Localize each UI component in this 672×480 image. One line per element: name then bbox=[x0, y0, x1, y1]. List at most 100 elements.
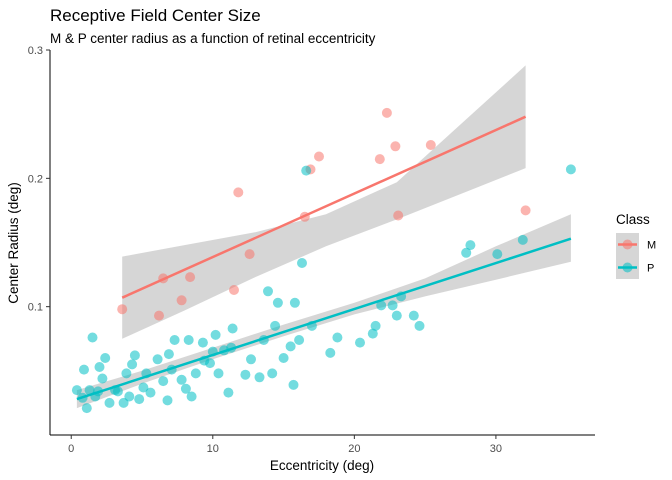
plot-area bbox=[71, 65, 576, 414]
point-p bbox=[297, 258, 307, 268]
x-tick-label: 0 bbox=[68, 443, 74, 455]
point-p bbox=[138, 382, 149, 393]
point-p bbox=[263, 286, 273, 297]
confidence-bands bbox=[76, 65, 571, 409]
point-p bbox=[465, 240, 476, 251]
point-m bbox=[390, 141, 401, 152]
point-p bbox=[127, 359, 138, 370]
point-p bbox=[272, 297, 283, 308]
x-tick-label: 10 bbox=[207, 443, 219, 455]
point-p bbox=[176, 374, 187, 385]
point-p bbox=[190, 368, 201, 379]
point-m bbox=[185, 272, 196, 283]
point-p bbox=[376, 300, 387, 311]
point-p bbox=[100, 353, 111, 363]
point-p bbox=[79, 364, 89, 375]
point-p bbox=[104, 397, 115, 408]
y-tick-label: 0.3 bbox=[28, 45, 43, 57]
point-p bbox=[391, 310, 402, 321]
point-p bbox=[129, 350, 140, 361]
legend-item-m: M bbox=[616, 233, 656, 256]
point-p bbox=[84, 385, 95, 396]
point-p bbox=[289, 297, 300, 308]
point-m bbox=[176, 295, 187, 306]
y-tick-label: 0.1 bbox=[28, 302, 43, 314]
point-p bbox=[145, 387, 156, 398]
legend-item-p: P bbox=[616, 256, 654, 279]
point-p bbox=[301, 165, 312, 176]
point-p bbox=[197, 337, 208, 348]
point-p bbox=[152, 354, 163, 365]
point-p bbox=[332, 332, 343, 343]
point-p bbox=[94, 362, 105, 372]
point-m bbox=[314, 151, 324, 162]
point-p bbox=[355, 337, 365, 348]
x-tick-label: 30 bbox=[490, 443, 502, 455]
point-p bbox=[162, 395, 173, 406]
point-m bbox=[229, 285, 239, 295]
point-p bbox=[213, 368, 224, 379]
point-p bbox=[134, 394, 145, 405]
point-p bbox=[205, 358, 215, 369]
x-axis-ticks: 0 10 20 30 bbox=[68, 435, 502, 455]
point-p bbox=[278, 353, 289, 363]
point-p bbox=[121, 368, 132, 379]
point-p bbox=[112, 386, 123, 397]
point-p bbox=[387, 300, 398, 311]
point-m bbox=[425, 140, 436, 150]
point-p bbox=[87, 332, 98, 343]
x-tick-label: 20 bbox=[348, 443, 360, 455]
point-p bbox=[461, 247, 472, 258]
point-p bbox=[246, 354, 256, 365]
point-p bbox=[183, 335, 194, 345]
point-p bbox=[186, 391, 197, 402]
point-p bbox=[223, 387, 234, 398]
point-p bbox=[227, 323, 238, 334]
legend-label-p: P bbox=[647, 263, 654, 275]
point-p bbox=[325, 347, 336, 358]
point-p bbox=[492, 249, 503, 260]
point-p bbox=[408, 310, 419, 321]
point-m bbox=[520, 205, 531, 216]
legend-label-m: M bbox=[647, 240, 656, 252]
data-points bbox=[71, 107, 576, 414]
chart-subtitle: M & P center radius as a function of ret… bbox=[50, 31, 376, 46]
point-m bbox=[154, 310, 164, 321]
y-axis-title: Center Radius (deg) bbox=[6, 182, 21, 304]
point-p bbox=[81, 403, 92, 414]
point-p bbox=[270, 320, 281, 331]
legend-point-m bbox=[622, 239, 633, 250]
point-p bbox=[517, 234, 528, 245]
point-p bbox=[294, 335, 305, 345]
x-axis-title: Eccentricity (deg) bbox=[270, 458, 374, 473]
point-p bbox=[288, 379, 299, 390]
chart-title: Receptive Field Center Size bbox=[50, 6, 261, 25]
point-p bbox=[565, 164, 576, 175]
point-m bbox=[381, 107, 392, 118]
point-p bbox=[118, 397, 129, 408]
legend-title: Class bbox=[616, 212, 650, 227]
point-p bbox=[414, 320, 425, 331]
point-p bbox=[367, 328, 378, 339]
point-p bbox=[169, 335, 180, 345]
legend-point-p bbox=[622, 262, 633, 273]
point-m bbox=[244, 249, 255, 260]
fit-lines bbox=[76, 115, 572, 401]
point-p bbox=[240, 369, 251, 380]
point-p bbox=[285, 341, 296, 352]
legend: Class MP bbox=[616, 212, 656, 279]
point-p bbox=[267, 368, 278, 379]
point-p bbox=[124, 391, 135, 402]
point-p bbox=[158, 376, 169, 387]
point-p bbox=[71, 385, 82, 396]
point-m bbox=[393, 210, 404, 221]
fit-line-p bbox=[76, 237, 572, 401]
y-tick-label: 0.2 bbox=[28, 173, 43, 185]
point-m bbox=[374, 154, 385, 165]
point-m bbox=[117, 304, 128, 315]
point-m bbox=[233, 187, 244, 198]
y-axis-ticks: 0.1 0.2 0.3 bbox=[28, 45, 50, 314]
point-p bbox=[210, 329, 221, 340]
point-p bbox=[254, 372, 265, 383]
